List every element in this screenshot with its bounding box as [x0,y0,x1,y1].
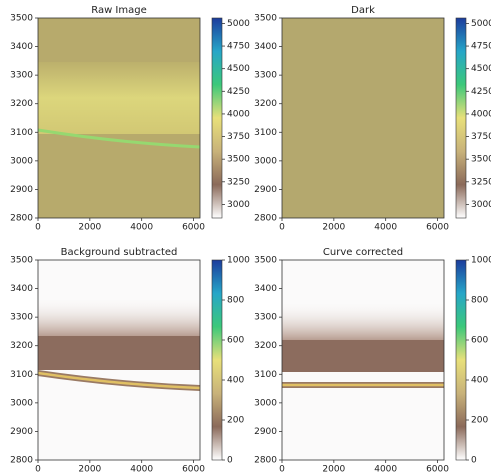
y-tick-label: 3500 [254,256,277,266]
y-tick-label: 3300 [254,71,277,81]
y-tick-label: 3300 [254,313,277,323]
y-tick-label: 2800 [10,456,33,466]
colorbar-tick-label: 600 [471,336,488,346]
y-tick-label: 3100 [254,128,277,138]
colorbar-tick-label: 1000 [471,256,491,266]
y-tick-label: 3400 [254,42,277,52]
colorbar-tick-label: 1000 [227,256,250,266]
y-tick-label: 3100 [254,370,277,380]
x-tick-label: 4000 [130,223,153,233]
y-tick-label: 2800 [254,214,277,224]
panel-title: Raw Image [91,5,147,16]
colorbar-tick-label: 4500 [471,64,491,74]
x-tick-label: 0 [35,223,41,233]
y-tick-label: 3400 [254,284,277,294]
y-tick-label: 3200 [10,341,33,351]
y-tick-label: 3200 [254,341,277,351]
colorbar-tick-label: 3000 [227,200,250,210]
y-tick-label: 3500 [10,256,33,266]
colorbar-tick-label: 0 [227,456,233,466]
colorbar-tick-label: 3250 [471,177,491,187]
x-tick-label: 6000 [426,223,449,233]
x-tick-label: 6000 [182,223,205,233]
colorbar-tick-label: 3000 [471,200,491,210]
y-tick-label: 3400 [10,284,33,294]
colorbar-tick-label: 3500 [471,155,491,165]
y-tick-label: 2900 [254,185,277,195]
colorbar-tick-label: 4000 [471,109,491,119]
colorbar-tick-label: 3250 [227,177,250,187]
panel-title: Curve corrected [323,247,403,258]
colorbar [211,17,223,219]
colorbar-tick-label: 3500 [227,155,250,165]
y-tick-label: 3000 [10,156,33,166]
x-tick-label: 6000 [182,465,205,475]
colorbar-tick-label: 4000 [227,109,250,119]
image-dark [282,18,444,218]
colorbar-tick-label: 4250 [227,87,250,97]
colorbar-tick-label: 3750 [227,132,250,142]
colorbar [455,17,467,219]
y-tick-label: 2900 [10,185,33,195]
colorbar-tick-label: 400 [471,376,488,386]
colorbar-tick-label: 5000 [227,19,250,29]
y-tick-label: 3000 [254,398,277,408]
x-tick-label: 6000 [426,465,449,475]
colorbar-tick-label: 800 [471,296,488,306]
y-tick-label: 3400 [10,42,33,52]
x-tick-label: 4000 [130,465,153,475]
image-bg-subtracted [37,260,201,460]
x-tick-label: 2000 [78,223,101,233]
image-raw [37,18,201,218]
x-tick-label: 0 [279,223,285,233]
x-tick-label: 0 [35,465,41,475]
colorbar-tick-label: 400 [227,376,244,386]
y-tick-label: 3300 [10,71,33,81]
x-tick-label: 2000 [78,465,101,475]
x-tick-label: 2000 [322,223,345,233]
x-tick-label: 0 [279,465,285,475]
y-tick-label: 3300 [10,313,33,323]
axes-frame [37,17,201,219]
colorbar-tick-label: 4750 [471,42,491,52]
colorbar-tick-label: 800 [227,296,244,306]
colorbar-tick-label: 600 [227,336,244,346]
y-tick-label: 3200 [254,99,277,109]
y-tick-label: 2800 [10,214,33,224]
colorbar-tick-label: 3750 [471,132,491,142]
y-tick-label: 3200 [10,99,33,109]
colorbar-tick-label: 200 [471,416,488,426]
y-tick-label: 2900 [254,427,277,437]
image-curve-corrected [282,260,444,460]
colorbar [455,259,467,461]
y-tick-label: 2800 [254,456,277,466]
y-tick-label: 3100 [10,370,33,380]
y-tick-label: 3000 [10,398,33,408]
axes-frame [281,17,445,219]
colorbar-tick-label: 4750 [227,42,250,52]
panel-title: Background subtracted [61,247,178,258]
x-tick-label: 4000 [374,465,397,475]
colorbar-tick-label: 200 [227,416,244,426]
y-tick-label: 3500 [10,14,33,24]
x-tick-label: 2000 [322,465,345,475]
panel-title: Dark [351,5,375,16]
y-tick-label: 3000 [254,156,277,166]
colorbar-tick-label: 4250 [471,87,491,97]
axes-frame [281,259,445,461]
colorbar-tick-label: 5000 [471,19,491,29]
y-tick-label: 2900 [10,427,33,437]
colorbar-tick-label: 4500 [227,64,250,74]
axes-frame [37,259,201,461]
colorbar [211,259,223,461]
x-tick-label: 4000 [374,223,397,233]
y-tick-label: 3100 [10,128,33,138]
colorbar-tick-label: 0 [471,456,477,466]
y-tick-label: 3500 [254,14,277,24]
